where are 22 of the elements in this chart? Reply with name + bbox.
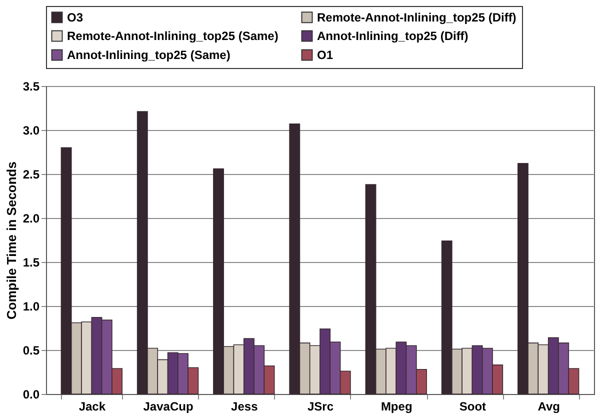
x-tick-label: Mpeg <box>380 400 412 414</box>
legend-label: Annot-Inlining_top25 (Same) <box>67 48 230 62</box>
y-tick-label: 2.5 <box>22 168 40 182</box>
y-tick-label: 1.0 <box>22 300 40 314</box>
legend-label: Remote-Annot-Inlining_top25 (Diff) <box>317 10 516 24</box>
legend-label: O1 <box>317 48 334 62</box>
y-tick-label: 1.5 <box>22 256 40 270</box>
x-tick-label: Avg <box>538 400 560 414</box>
y-tick-label: 3.5 <box>22 80 40 94</box>
x-tick-label: Jess <box>231 400 258 414</box>
y-tick-label: 0.5 <box>22 344 40 358</box>
y-tick-label: 3.0 <box>22 124 40 138</box>
y-tick-label: 0.0 <box>22 388 40 402</box>
y-tick-label: 2.0 <box>22 212 40 226</box>
x-tick-label: JSrc <box>307 400 334 414</box>
legend-label: Remote-Annot-Inlining_top25 (Same) <box>67 29 278 43</box>
legend-label: O3 <box>67 10 84 24</box>
legend-label: Annot-Inlining_top25 (Diff) <box>317 29 468 43</box>
y-axis-title: Compile Time in Seconds <box>4 162 19 320</box>
x-tick-label: JavaCup <box>143 400 194 414</box>
x-tick-label: Soot <box>459 400 486 414</box>
x-tick-label: Jack <box>78 400 106 414</box>
